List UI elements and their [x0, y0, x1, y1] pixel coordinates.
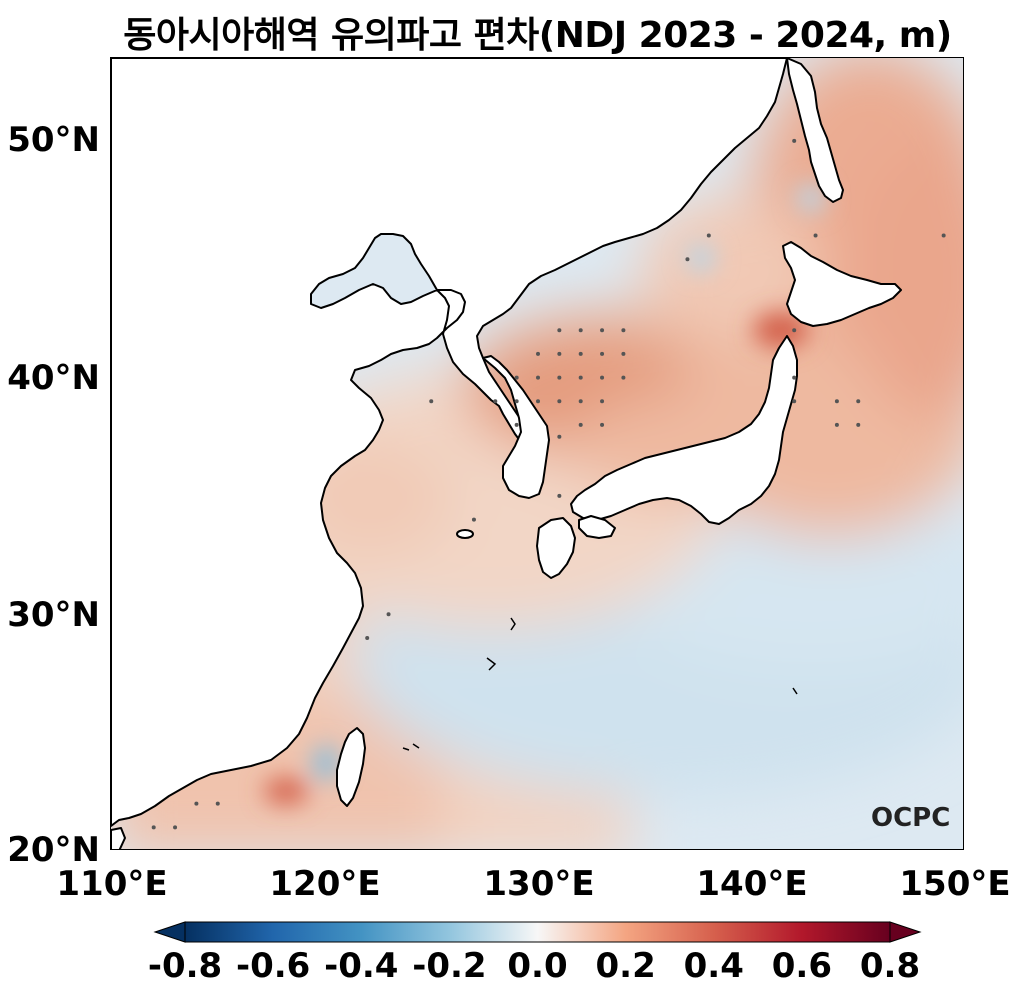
- significance-dot: [557, 328, 562, 333]
- significance-dot: [856, 399, 861, 404]
- significance-dot: [600, 328, 605, 333]
- colorbar-tick-label: -0.2: [412, 946, 487, 986]
- significance-dot: [621, 328, 626, 333]
- map-panel: OCPC: [110, 57, 964, 850]
- significance-dot: [557, 399, 562, 404]
- significance-dot: [600, 399, 605, 404]
- hokkaido: [782, 241, 902, 327]
- kyushu: [536, 517, 576, 579]
- significance-dot: [578, 422, 583, 427]
- anomaly-map: OCPC: [111, 58, 963, 849]
- significance-dot: [557, 375, 562, 380]
- jeju: [456, 529, 474, 539]
- korean-peninsula: [482, 355, 550, 499]
- lon-tick-140: 140°E: [696, 864, 808, 904]
- significance-dot: [600, 351, 605, 356]
- significance-dot: [600, 422, 605, 427]
- significance-dot: [706, 233, 711, 238]
- shikoku: [578, 515, 616, 539]
- significance-dot: [557, 434, 562, 439]
- significance-dot: [813, 233, 818, 238]
- significance-dot: [493, 399, 498, 404]
- significance-dot: [557, 351, 562, 356]
- significance-dot: [600, 375, 605, 380]
- colorbar-body: [184, 921, 891, 943]
- significance-dot: [621, 375, 626, 380]
- significance-dot: [557, 493, 562, 498]
- lat-tick-50: 50°N: [7, 120, 100, 160]
- significance-dot: [514, 399, 519, 404]
- significance-dot: [792, 138, 797, 143]
- anomaly-hotspots: [264, 184, 825, 804]
- significance-dot: [792, 399, 797, 404]
- lat-tick-40: 40°N: [7, 358, 100, 398]
- significance-dot: [514, 422, 519, 427]
- significance-dot: [194, 801, 199, 806]
- lat-tick-20: 20°N: [7, 830, 100, 870]
- significance-dot: [536, 375, 540, 380]
- colorbar-low-extension: [153, 921, 186, 943]
- significance-dot: [151, 825, 156, 830]
- taiwan: [336, 727, 366, 807]
- sakhalin: [786, 58, 844, 203]
- colorbar-high-extension: [889, 921, 922, 943]
- lon-tick-150: 150°E: [899, 864, 1011, 904]
- colorbar-tick-label: 0.2: [595, 946, 656, 986]
- significance-dot: [941, 233, 946, 238]
- colorbar-tick-label: -0.8: [147, 946, 223, 986]
- significance-dot: [215, 801, 220, 806]
- significance-dots: [151, 138, 946, 830]
- significance-dot: [429, 399, 434, 404]
- colorbar-tick-label: -0.4: [324, 946, 399, 986]
- honshu: [570, 335, 798, 525]
- significance-dot: [792, 375, 797, 380]
- significance-dot: [856, 422, 861, 427]
- significance-dot: [578, 375, 583, 380]
- hainan: [111, 827, 126, 849]
- lon-tick-120: 120°E: [269, 864, 381, 904]
- significance-dot: [578, 399, 583, 404]
- significance-dot: [536, 351, 540, 356]
- lat-tick-30: 30°N: [7, 595, 100, 635]
- map-title: 동아시아해역 유의파고 편차(NDJ 2023 - 2024, m): [123, 15, 952, 56]
- colorbar-tick-label: -0.6: [235, 946, 311, 986]
- significance-dot: [834, 399, 839, 404]
- lon-tick-130: 130°E: [483, 864, 595, 904]
- small-islands: [402, 617, 798, 751]
- significance-dot: [792, 328, 797, 333]
- colorbar-tick-label: 0.0: [507, 946, 568, 986]
- significance-dot: [834, 422, 839, 427]
- colorbar-tick-label: 0.4: [683, 946, 744, 986]
- colorbar-tick-label: 0.6: [771, 946, 832, 986]
- significance-dot: [685, 257, 690, 262]
- significance-dot: [365, 635, 370, 640]
- significance-dot: [536, 399, 540, 404]
- significance-dot: [578, 328, 583, 333]
- significance-dot: [621, 351, 626, 356]
- colorbar-tick-label: 0.8: [859, 946, 921, 986]
- significance-dot: [471, 517, 476, 522]
- significance-dot: [386, 612, 391, 617]
- lon-tick-110: 110°E: [56, 864, 168, 904]
- significance-dot: [514, 375, 519, 380]
- significance-dot: [578, 351, 583, 356]
- asia-mainland: [111, 58, 788, 827]
- logo-text: OCPC: [871, 803, 950, 833]
- significance-dot: [173, 825, 178, 830]
- land: [111, 58, 902, 849]
